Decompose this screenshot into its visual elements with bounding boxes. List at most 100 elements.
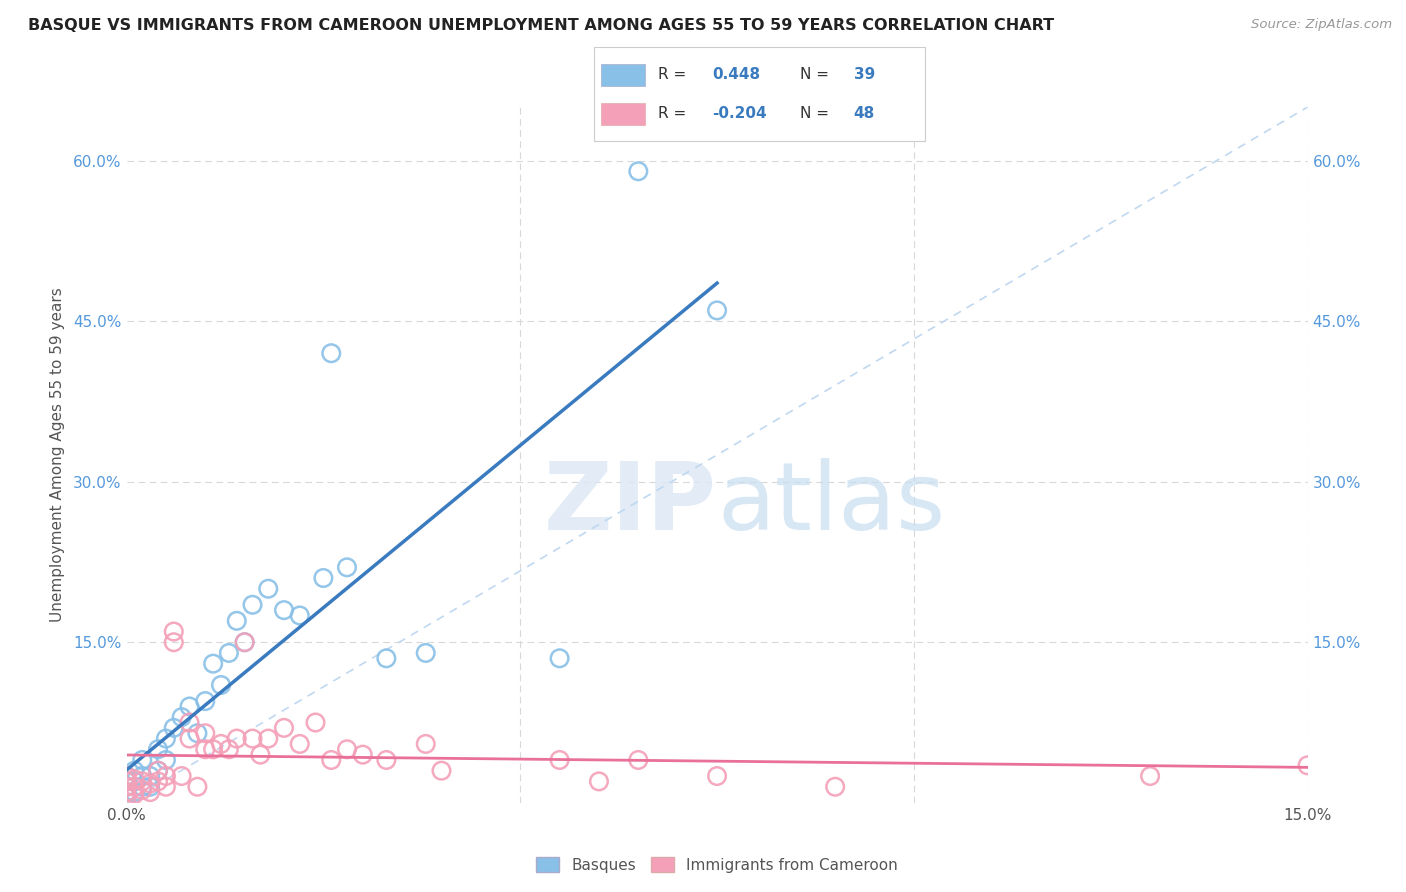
Point (170, 769, 193, 783)
Point (179, 715, 201, 730)
Text: 48: 48 (853, 106, 875, 120)
Text: ZIP: ZIP (544, 458, 717, 549)
Point (202, 742, 225, 756)
FancyBboxPatch shape (600, 103, 644, 125)
Point (321, 346, 343, 360)
Point (352, 747, 374, 762)
Point (115, 790, 138, 805)
Point (115, 790, 138, 805)
Point (131, 783, 153, 797)
Point (548, 753, 571, 767)
Text: R =: R = (658, 106, 686, 120)
Point (415, 737, 437, 751)
Text: atlas: atlas (717, 458, 945, 549)
Point (124, 772, 146, 787)
Text: N =: N = (800, 67, 828, 81)
Point (115, 780, 138, 794)
Point (249, 747, 271, 762)
Point (225, 614, 247, 628)
Point (124, 774, 146, 789)
Point (288, 737, 311, 751)
Point (627, 164, 650, 178)
Point (139, 780, 162, 794)
Point (115, 769, 138, 783)
Point (170, 710, 193, 724)
Point (163, 635, 186, 649)
Y-axis label: Unemployment Among Ages 55 to 59 years: Unemployment Among Ages 55 to 59 years (49, 287, 65, 623)
Point (115, 774, 138, 789)
Point (336, 560, 359, 574)
Point (131, 774, 153, 789)
Point (257, 582, 280, 596)
Point (375, 753, 398, 767)
Point (179, 731, 201, 746)
Point (194, 694, 217, 708)
Legend: Basques, Immigrants from Cameroon: Basques, Immigrants from Cameroon (530, 850, 904, 879)
Point (824, 780, 846, 794)
Point (321, 753, 343, 767)
Point (131, 780, 153, 794)
Point (124, 780, 146, 794)
Point (202, 657, 225, 671)
Point (588, 774, 610, 789)
Point (155, 753, 177, 767)
Point (242, 598, 264, 612)
Text: 39: 39 (853, 67, 875, 81)
Point (1296, 758, 1319, 772)
Point (375, 651, 398, 665)
Point (415, 646, 437, 660)
Point (548, 651, 571, 665)
Text: -0.204: -0.204 (711, 106, 766, 120)
FancyBboxPatch shape (593, 46, 925, 141)
Point (304, 715, 326, 730)
Point (336, 742, 359, 756)
FancyBboxPatch shape (600, 64, 644, 86)
Point (139, 785, 162, 799)
Point (430, 764, 453, 778)
Point (179, 699, 201, 714)
Text: BASQUE VS IMMIGRANTS FROM CAMEROON UNEMPLOYMENT AMONG AGES 55 TO 59 YEARS CORREL: BASQUE VS IMMIGRANTS FROM CAMEROON UNEMP… (28, 18, 1054, 33)
Text: N =: N = (800, 106, 828, 120)
Point (131, 769, 153, 783)
Text: Source: ZipAtlas.com: Source: ZipAtlas.com (1251, 18, 1392, 31)
Point (155, 780, 177, 794)
Point (218, 646, 240, 660)
Point (163, 624, 186, 639)
Point (131, 753, 153, 767)
Point (124, 764, 146, 778)
Point (124, 785, 146, 799)
Point (233, 635, 256, 649)
Point (115, 785, 138, 799)
Point (146, 774, 169, 789)
Point (312, 571, 335, 585)
Point (209, 737, 232, 751)
Point (115, 774, 138, 789)
Point (209, 678, 232, 692)
Point (242, 731, 264, 746)
Point (155, 731, 177, 746)
Point (155, 769, 177, 783)
Point (257, 731, 280, 746)
Text: R =: R = (658, 67, 686, 81)
Point (273, 721, 295, 735)
Point (124, 787, 146, 801)
Point (115, 769, 138, 783)
Point (146, 742, 169, 756)
Point (288, 608, 311, 623)
Point (146, 764, 169, 778)
Point (706, 303, 728, 318)
Point (115, 785, 138, 799)
Point (139, 776, 162, 790)
Point (163, 721, 186, 735)
Point (706, 769, 728, 783)
Point (273, 603, 295, 617)
Point (225, 731, 247, 746)
Point (194, 726, 217, 740)
Text: 0.448: 0.448 (711, 67, 761, 81)
Point (218, 742, 240, 756)
Point (627, 753, 650, 767)
Point (194, 742, 217, 756)
Point (139, 769, 162, 783)
Point (1139, 769, 1161, 783)
Point (233, 635, 256, 649)
